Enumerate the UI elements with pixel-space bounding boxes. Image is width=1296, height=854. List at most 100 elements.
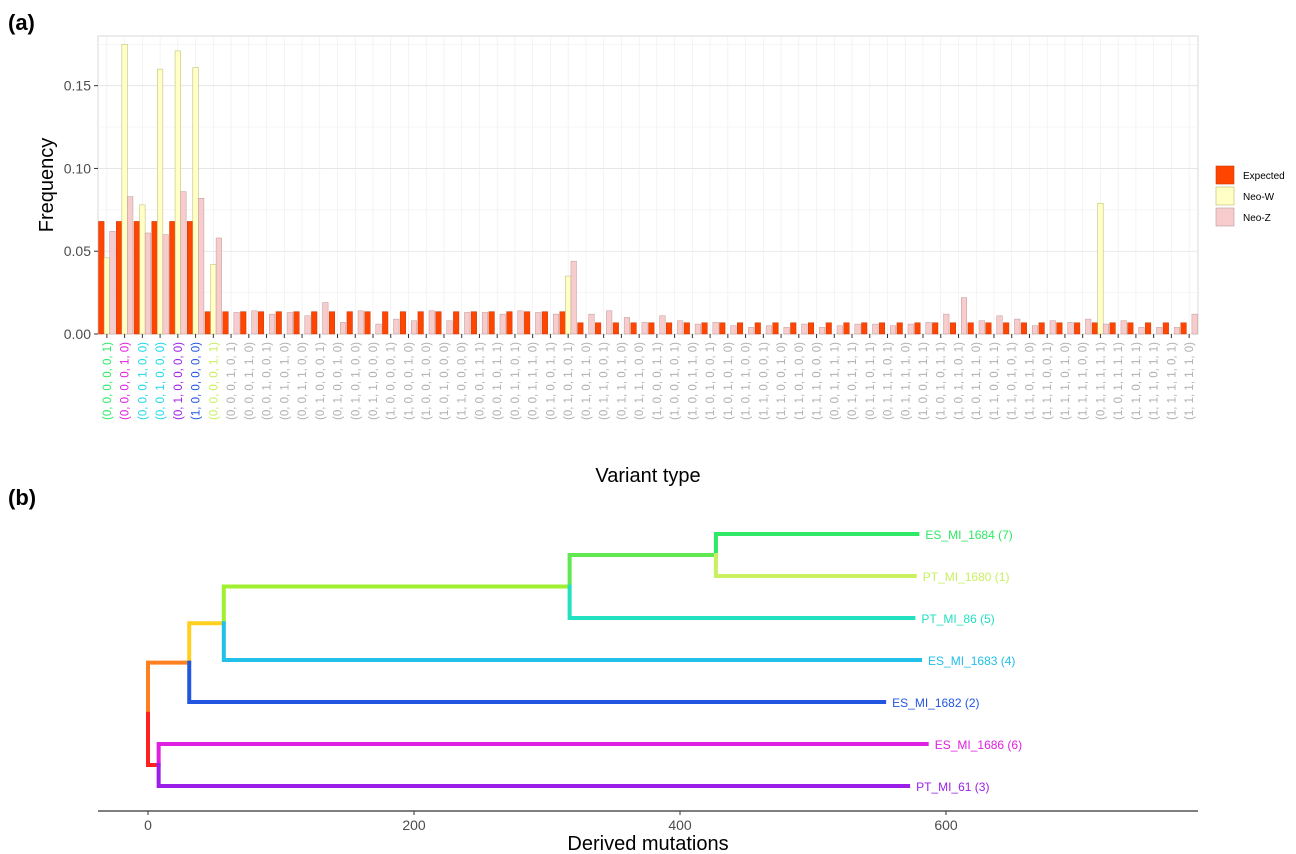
x-tick-label: (0, 1, 1, 0, 0, 1) bbox=[599, 342, 611, 420]
x-tick-label: (1, 1, 0, 1, 0, 0) bbox=[794, 342, 806, 420]
bar-expected bbox=[612, 322, 619, 335]
x-tick-label: (0, 0, 1, 1, 1, 1) bbox=[829, 342, 841, 420]
bar-expected bbox=[311, 311, 318, 335]
bar-neo-z bbox=[854, 323, 861, 335]
bar-neo-w bbox=[192, 67, 199, 335]
bar-neo-w bbox=[174, 50, 181, 335]
dendrogram: ES_MI_1684 (7) PT_MI_1680 (1) PT_MI_86 (5)… bbox=[98, 528, 1198, 854]
y-tick-label: 0.05 bbox=[64, 243, 91, 259]
x-tick-label: (0, 1, 1, 0, 0, 0) bbox=[368, 342, 380, 420]
x-tick-label: (0, 0, 0, 1, 1, 1) bbox=[474, 342, 486, 420]
bar-neo-z bbox=[180, 191, 187, 335]
bar-expected bbox=[541, 311, 548, 335]
bar-neo-z bbox=[925, 322, 932, 335]
bar-expected bbox=[1145, 322, 1152, 335]
bar-neo-z bbox=[535, 312, 542, 335]
bar-expected bbox=[488, 311, 495, 335]
bar-neo-z bbox=[393, 318, 400, 335]
bar-neo-z bbox=[783, 327, 790, 335]
bar-neo-w bbox=[103, 257, 110, 335]
x-tick-label: (1, 0, 0, 0, 1, 1) bbox=[652, 342, 664, 420]
x-tick-label: (0, 0, 1, 0, 1, 1) bbox=[492, 342, 504, 420]
bar-neo-z bbox=[659, 315, 666, 335]
bar-neo-z bbox=[872, 323, 879, 335]
bar-neo-z bbox=[517, 310, 524, 335]
bar-neo-z bbox=[1014, 318, 1021, 335]
bar-neo-z bbox=[819, 327, 826, 335]
x-tick-label: (0, 0, 1, 1, 1, 0) bbox=[528, 342, 540, 420]
bar-neo-z bbox=[215, 237, 222, 335]
bar-neo-w bbox=[565, 275, 572, 335]
bar-expected bbox=[772, 322, 779, 335]
x-tick-label: (0, 0, 1, 1, 0, 1) bbox=[510, 342, 522, 420]
bar-neo-z bbox=[570, 260, 577, 335]
x-axis-title: Variant type bbox=[595, 465, 700, 487]
bar-neo-z bbox=[943, 313, 950, 335]
bar-neo-z bbox=[127, 196, 134, 335]
leaf-label: ES_MI_1683 (4) bbox=[928, 654, 1015, 668]
leaf-label: ES_MI_1682 (2) bbox=[892, 696, 979, 710]
bar-neo-z bbox=[162, 234, 169, 335]
x-tick-label: (0, 0, 1, 0, 0, 1) bbox=[262, 342, 274, 420]
bar-expected bbox=[754, 322, 761, 335]
x-axis: 0 200 400 600 bbox=[98, 810, 1198, 833]
bar-neo-w bbox=[1097, 202, 1104, 335]
bar-neo-z bbox=[907, 323, 914, 335]
bar-neo-z bbox=[1031, 325, 1039, 335]
leaf-label: ES_MI_1686 (6) bbox=[935, 738, 1022, 752]
x-tick-label: 400 bbox=[668, 817, 692, 833]
x-tick-label: (1, 1, 0, 0, 1, 0) bbox=[776, 342, 788, 420]
x-tick-label: (0, 0, 1, 1, 0, 0) bbox=[297, 342, 309, 420]
x-tick-label: (1, 0, 0, 1, 1, 0) bbox=[687, 342, 699, 420]
bar-expected bbox=[293, 311, 300, 335]
x-tick-label: (0, 1, 1, 0, 1, 0) bbox=[616, 342, 628, 420]
panel-b-label: (b) bbox=[8, 485, 36, 510]
bar-neo-z bbox=[375, 323, 382, 335]
x-axis-title: Derived mutations bbox=[567, 833, 728, 854]
bar-expected bbox=[577, 322, 584, 335]
x-tick-label: (0, 1, 0, 1, 1, 1) bbox=[847, 342, 859, 420]
x-tick-label: (1, 1, 1, 0, 1, 1) bbox=[1149, 342, 1161, 420]
bar-expected bbox=[257, 311, 265, 335]
legend-label: Neo-W bbox=[1243, 192, 1275, 203]
bar-expected bbox=[843, 322, 850, 335]
bar-neo-z bbox=[411, 320, 418, 335]
x-tick-label: (1, 0, 1, 1, 0, 1) bbox=[953, 342, 965, 420]
bar-expected bbox=[1074, 322, 1081, 335]
bar-neo-z bbox=[677, 320, 684, 335]
bar-expected bbox=[932, 322, 939, 335]
x-tick-label: (0, 1, 1, 1, 1, 0) bbox=[900, 342, 912, 420]
bar-expected bbox=[1091, 322, 1098, 335]
bar-neo-z bbox=[322, 302, 329, 335]
bar-neo-z bbox=[1102, 323, 1109, 335]
y-tick-label: 0.00 bbox=[64, 326, 91, 342]
bar-expected bbox=[169, 221, 176, 335]
leaf-label: PT_MI_1680 (1) bbox=[923, 570, 1010, 584]
bar-expected bbox=[737, 322, 744, 335]
bar-neo-z bbox=[340, 322, 347, 335]
x-tick-label: (0, 1, 1, 1, 1, 1) bbox=[1095, 342, 1107, 420]
bar-expected bbox=[470, 311, 477, 335]
x-tick-label: (1, 0, 1, 1, 1, 0) bbox=[971, 342, 983, 420]
bars bbox=[98, 44, 1198, 335]
bar-expected bbox=[1056, 322, 1063, 335]
bar-expected bbox=[683, 322, 690, 335]
bar-neo-z bbox=[694, 323, 701, 335]
bar-expected bbox=[1109, 322, 1116, 335]
bar-neo-w bbox=[139, 204, 146, 335]
bar-expected bbox=[151, 221, 158, 335]
leaf-label: PT_MI_61 (3) bbox=[916, 780, 989, 794]
bar-expected bbox=[222, 311, 229, 335]
x-tick-label: (1, 1, 0, 1, 1, 0) bbox=[1024, 342, 1036, 420]
bar-expected bbox=[719, 322, 726, 335]
bar-neo-z bbox=[428, 310, 435, 335]
x-tick-label: (1, 1, 1, 1, 0, 0) bbox=[1078, 342, 1090, 420]
bar-neo-z bbox=[1085, 318, 1092, 335]
bar-neo-z bbox=[1120, 320, 1127, 335]
bar-neo-z bbox=[144, 232, 151, 335]
legend: Expected Neo-W Neo-Z bbox=[1215, 165, 1285, 227]
x-tick-label: (1, 0, 0, 1, 0, 0) bbox=[421, 342, 433, 420]
bar-neo-z bbox=[606, 310, 613, 335]
bar-expected bbox=[240, 311, 247, 335]
bar-expected bbox=[896, 322, 903, 335]
